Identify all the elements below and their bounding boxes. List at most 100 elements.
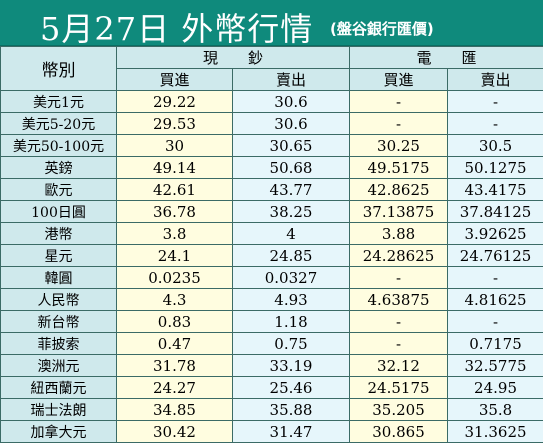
cash-buy-value: 29.22 (116, 90, 233, 113)
cash-sell-value: 30.6 (231, 90, 351, 113)
transfer-buy-value: 3.88 (349, 222, 449, 245)
currency-name: 紐西蘭元 (0, 376, 117, 399)
table-row: 菲披索 0.47 0.75-0.7175 (0, 332, 543, 355)
cash-buy-value: 0.47 (116, 332, 233, 355)
table-row: 美元5-20元 29.53 30.6- - (0, 112, 543, 135)
cash-buy-value: 24.27 (116, 376, 233, 399)
cash-buy-header: 買進 (116, 68, 233, 91)
table-row: 瑞士法朗 34.85 35.88 35.205 35.8 (0, 398, 543, 421)
cash-sell-value: 0.0327 (231, 266, 351, 289)
table-row: 星元 24.1 24.85 24.28625 24.76125 (0, 244, 543, 267)
transfer-buy-header: 買進 (349, 68, 449, 91)
cash-sell-value: 30.6 (231, 112, 351, 135)
cash-buy-value: 34.85 (116, 398, 233, 421)
currency-name: 韓圓 (0, 266, 117, 289)
cash-sell-value: 0.75 (231, 332, 351, 355)
currency-name: 美元1元 (0, 90, 117, 113)
header-row-bottom: 買進 賣出 買進 賣出 (1, 68, 543, 91)
table-row: 人民幣 4.3 4.93 4.63875 4.81625 (0, 288, 543, 311)
rates-table: 幣別 現 鈔 電 匯 買進 賣出 買進 賣出 美元1元 29.22 30.6- - 美元… (0, 46, 543, 443)
cash-sell-value: 50.68 (231, 156, 351, 179)
cash-sell-value: 43.77 (231, 178, 351, 201)
cash-buy-value: 30.42 (116, 420, 233, 443)
table-row: 韓圓 0.0235 0.0327- - (0, 266, 543, 289)
currency-name: 美元50-100元 (0, 134, 117, 157)
transfer-buy-value: 24.5175 (349, 376, 449, 399)
cash-buy-value: 0.83 (116, 310, 233, 333)
transfer-sell-value: 24.95 (447, 376, 543, 399)
transfer-buy-value: - (349, 332, 449, 355)
transfer-sell-value: 30.5 (447, 134, 543, 157)
table-row: 加拿大元 30.42 31.47 30.865 31.3625 (0, 420, 543, 443)
transfer-buy-value: 32.12 (349, 354, 449, 377)
currency-name: 人民幣 (0, 288, 117, 311)
table-row: 歐元 42.61 43.77 42.8625 43.4175 (0, 178, 543, 201)
transfer-sell-value: 31.3625 (447, 420, 543, 443)
currency-column-header: 幣別 (0, 46, 117, 91)
transfer-sell-header: 賣出 (447, 68, 543, 91)
cash-buy-value: 3.8 (116, 222, 233, 245)
transfer-sell-value: 35.8 (447, 398, 543, 421)
cash-buy-value: 30 (116, 134, 233, 157)
cash-sell-value: 30.65 (231, 134, 351, 157)
transfer-sell-value: 24.76125 (447, 244, 543, 267)
currency-name: 新台幣 (0, 310, 117, 333)
table-row: 新台幣 0.83 1.18- - (0, 310, 543, 333)
table-row: 100日圓 36.78 38.25 37.13875 37.84125 (0, 200, 543, 223)
cash-buy-value: 24.1 (116, 244, 233, 267)
transfer-sell-value: 50.1275 (447, 156, 543, 179)
currency-name: 美元5-20元 (0, 112, 117, 135)
transfer-sell-value: 3.92625 (447, 222, 543, 245)
table-row: 美元50-100元 30 30.65 30.25 30.5 (0, 134, 543, 157)
transfer-buy-value: - (349, 266, 449, 289)
transfer-buy-value: 4.63875 (349, 288, 449, 311)
transfer-buy-value: 49.5175 (349, 156, 449, 179)
transfer-sell-value: - (447, 90, 543, 113)
transfer-group-header: 電 匯 (349, 46, 543, 69)
transfer-buy-value: 30.865 (349, 420, 449, 443)
cash-buy-value: 42.61 (116, 178, 233, 201)
cash-sell-value: 31.47 (231, 420, 351, 443)
cash-sell-value: 4 (231, 222, 351, 245)
currency-name: 菲披索 (0, 332, 117, 355)
table-row: 紐西蘭元 24.27 25.46 24.5175 24.95 (0, 376, 543, 399)
transfer-sell-value: 4.81625 (447, 288, 543, 311)
header-row-top: 幣別 現 鈔 電 匯 (0, 46, 543, 91)
currency-name: 英鎊 (0, 156, 117, 179)
cash-sell-value: 24.85 (231, 244, 351, 267)
table-row: 英鎊 49.14 50.68 49.5175 50.1275 (0, 156, 543, 179)
cash-sell-header: 賣出 (231, 68, 351, 91)
transfer-buy-value: 35.205 (349, 398, 449, 421)
cash-sell-value: 35.88 (231, 398, 351, 421)
cash-sell-value: 33.19 (231, 354, 351, 377)
cash-buy-value: 49.14 (116, 156, 233, 179)
transfer-sell-value: - (447, 310, 543, 333)
transfer-buy-value: 30.25 (349, 134, 449, 157)
bank-source-label: (盤谷銀行匯價) (330, 20, 434, 38)
table-row: 港幣 3.8 4 3.88 3.92625 (0, 222, 543, 245)
transfer-sell-value: 43.4175 (447, 178, 543, 201)
currency-name: 星元 (0, 244, 117, 267)
transfer-sell-value: 37.84125 (447, 200, 543, 223)
page-title: 5月27日 外幣行情 (40, 10, 314, 48)
cash-sell-value: 25.46 (231, 376, 351, 399)
cash-buy-value: 29.53 (116, 112, 233, 135)
transfer-sell-value: 32.5775 (447, 354, 543, 377)
currency-name: 歐元 (0, 178, 117, 201)
cash-buy-value: 36.78 (116, 200, 233, 223)
title-bar: 5月27日 外幣行情 (盤谷銀行匯價) (0, 0, 543, 48)
cash-sell-value: 1.18 (231, 310, 351, 333)
currency-name: 港幣 (0, 222, 117, 245)
currency-name: 瑞士法朗 (0, 398, 117, 421)
cash-buy-value: 31.78 (116, 354, 233, 377)
transfer-buy-value: 24.28625 (349, 244, 449, 267)
currency-name: 100日圓 (0, 200, 117, 223)
transfer-sell-value: - (447, 112, 543, 135)
transfer-buy-value: - (349, 90, 449, 113)
cash-buy-value: 0.0235 (116, 266, 233, 289)
table-row: 美元1元 29.22 30.6- - (0, 90, 543, 113)
transfer-buy-value: - (349, 112, 449, 135)
currency-name: 加拿大元 (0, 420, 117, 443)
transfer-buy-value: 42.8625 (349, 178, 449, 201)
